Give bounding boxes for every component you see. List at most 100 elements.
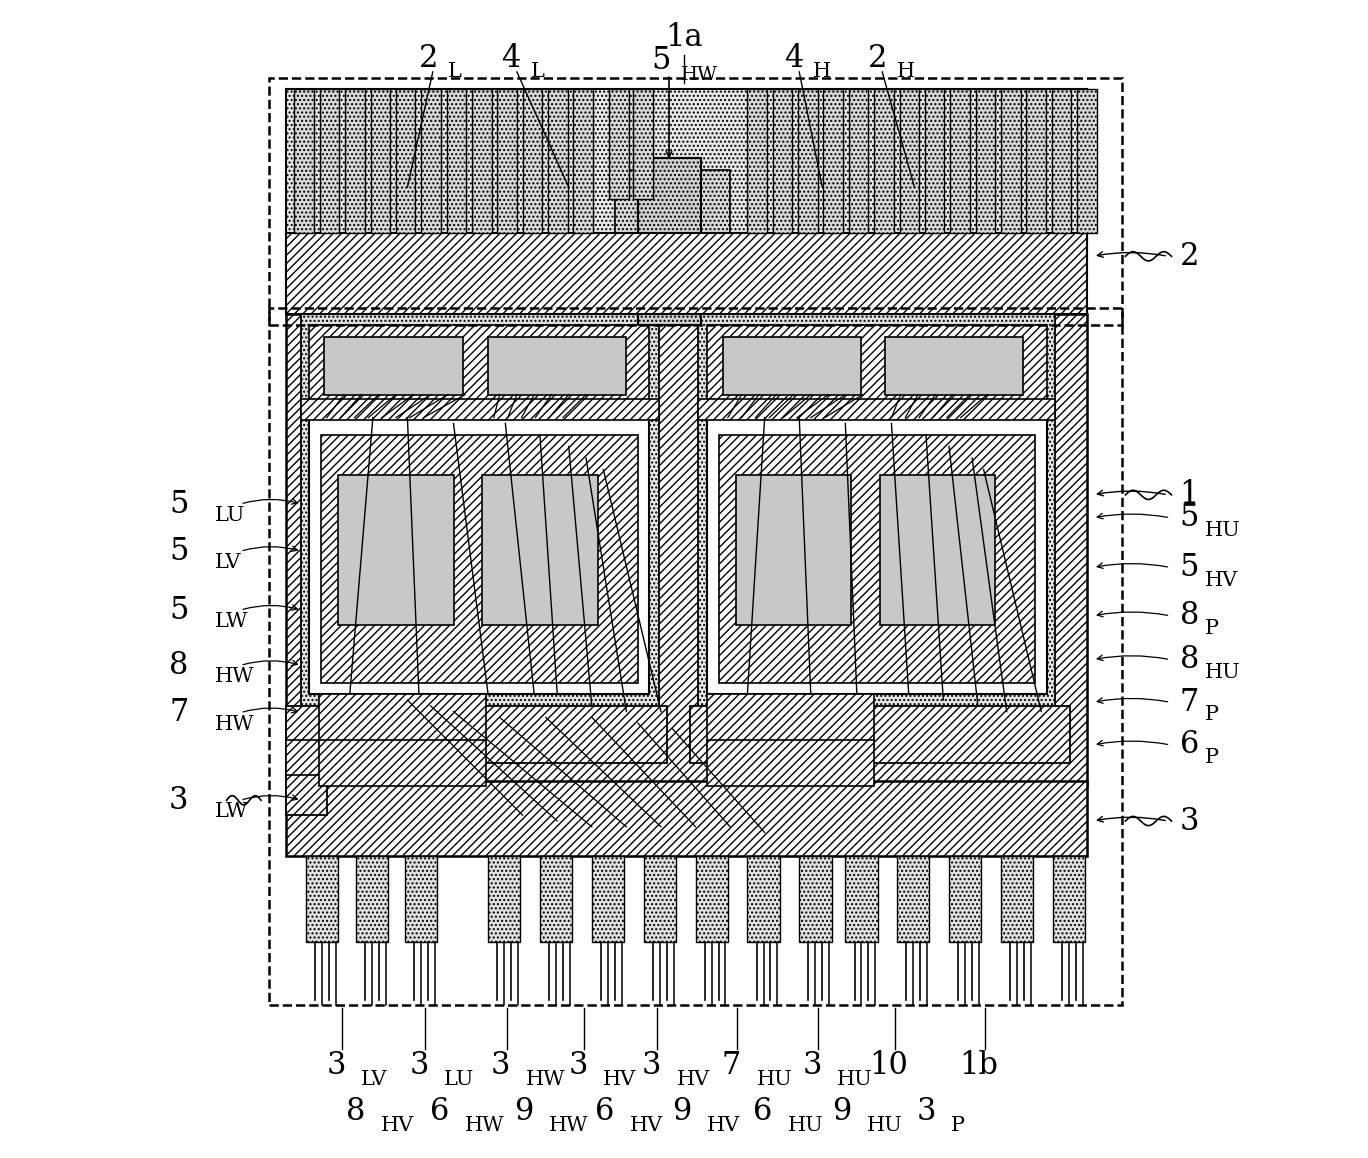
Text: HV: HV bbox=[707, 1116, 740, 1135]
Bar bbox=[309, 418, 650, 695]
Text: HU: HU bbox=[867, 1116, 903, 1135]
Bar bbox=[747, 856, 780, 941]
Text: 3: 3 bbox=[802, 1050, 822, 1080]
Bar bbox=[483, 475, 598, 625]
Bar bbox=[949, 856, 981, 941]
Text: HU: HU bbox=[837, 1070, 873, 1089]
Bar bbox=[286, 740, 327, 775]
Bar bbox=[371, 89, 390, 233]
Text: HV: HV bbox=[1205, 571, 1238, 589]
Text: 5: 5 bbox=[1179, 503, 1198, 534]
Text: 1b: 1b bbox=[959, 1050, 999, 1080]
Bar bbox=[824, 89, 843, 233]
Bar bbox=[609, 89, 629, 199]
Bar bbox=[294, 89, 315, 233]
Text: 3: 3 bbox=[170, 785, 189, 815]
Bar bbox=[1077, 89, 1097, 233]
Text: 8: 8 bbox=[170, 650, 189, 681]
Text: 7: 7 bbox=[1179, 687, 1198, 718]
Bar bbox=[269, 78, 1122, 325]
Text: HW: HW bbox=[215, 667, 254, 687]
Text: 5: 5 bbox=[1179, 552, 1198, 582]
Bar bbox=[286, 780, 1088, 856]
Bar bbox=[695, 856, 728, 941]
Text: 6: 6 bbox=[752, 1095, 772, 1127]
Bar bbox=[1001, 856, 1033, 941]
Bar bbox=[286, 314, 1088, 786]
Bar bbox=[319, 695, 486, 746]
Bar bbox=[321, 435, 637, 683]
Text: LV: LV bbox=[215, 554, 242, 572]
Bar bbox=[900, 89, 919, 233]
Bar bbox=[845, 856, 878, 941]
Bar bbox=[540, 856, 572, 941]
Bar bbox=[848, 89, 869, 233]
Text: 7: 7 bbox=[170, 697, 189, 728]
Bar bbox=[421, 89, 440, 233]
Text: 3: 3 bbox=[326, 1050, 346, 1080]
Text: H: H bbox=[897, 63, 915, 81]
Text: P: P bbox=[1205, 705, 1219, 725]
Bar bbox=[395, 89, 416, 233]
Bar bbox=[1053, 856, 1085, 941]
Text: LU: LU bbox=[215, 506, 245, 525]
Text: 10: 10 bbox=[870, 1050, 908, 1080]
Text: P: P bbox=[951, 1116, 966, 1135]
Text: 8: 8 bbox=[346, 1095, 365, 1127]
Text: L: L bbox=[531, 63, 544, 81]
Bar bbox=[345, 89, 365, 233]
Text: LU: LU bbox=[445, 1070, 475, 1089]
Bar bbox=[286, 705, 666, 763]
Text: P: P bbox=[1205, 748, 1219, 767]
Bar bbox=[951, 89, 970, 233]
Bar bbox=[269, 308, 1122, 1005]
Bar bbox=[286, 233, 1088, 314]
Bar bbox=[698, 406, 1055, 711]
Text: LW: LW bbox=[215, 802, 249, 821]
Bar bbox=[309, 325, 650, 401]
Text: 3: 3 bbox=[409, 1050, 428, 1080]
Text: 3: 3 bbox=[917, 1095, 936, 1127]
Bar bbox=[319, 740, 486, 786]
Bar bbox=[707, 418, 1047, 695]
Bar bbox=[637, 159, 702, 325]
Text: HU: HU bbox=[1205, 662, 1241, 682]
Bar bbox=[707, 740, 874, 786]
Bar bbox=[324, 337, 462, 395]
Bar bbox=[689, 705, 1070, 763]
Bar bbox=[874, 89, 893, 233]
Bar bbox=[736, 475, 851, 625]
Bar bbox=[286, 89, 1088, 279]
Bar bbox=[614, 170, 731, 279]
Text: 5: 5 bbox=[651, 45, 670, 76]
Bar bbox=[718, 435, 1036, 683]
Text: 9: 9 bbox=[514, 1095, 534, 1127]
Bar bbox=[592, 856, 624, 941]
Bar bbox=[707, 695, 874, 746]
Text: 5: 5 bbox=[170, 536, 189, 567]
Bar bbox=[880, 475, 995, 625]
Bar bbox=[975, 89, 995, 233]
Bar bbox=[897, 856, 929, 941]
Text: 6: 6 bbox=[1179, 730, 1198, 761]
Text: 5: 5 bbox=[170, 594, 189, 625]
Text: LV: LV bbox=[361, 1070, 387, 1089]
Bar bbox=[320, 89, 339, 233]
Text: 3: 3 bbox=[1179, 806, 1198, 836]
Bar bbox=[633, 89, 653, 199]
Text: H: H bbox=[813, 63, 832, 81]
Bar bbox=[306, 856, 338, 941]
Text: 1a: 1a bbox=[665, 22, 703, 53]
Text: HV: HV bbox=[629, 1116, 663, 1135]
Text: 7: 7 bbox=[721, 1050, 741, 1080]
Bar bbox=[523, 89, 542, 233]
Text: L: L bbox=[447, 63, 461, 81]
Text: HV: HV bbox=[380, 1116, 415, 1135]
Bar bbox=[301, 400, 658, 420]
Text: HW: HW bbox=[215, 714, 254, 734]
Text: 2: 2 bbox=[1179, 241, 1198, 272]
Text: HU: HU bbox=[1205, 521, 1241, 540]
Text: 2: 2 bbox=[867, 43, 888, 74]
Text: HV: HV bbox=[677, 1070, 710, 1089]
Bar bbox=[799, 856, 832, 941]
